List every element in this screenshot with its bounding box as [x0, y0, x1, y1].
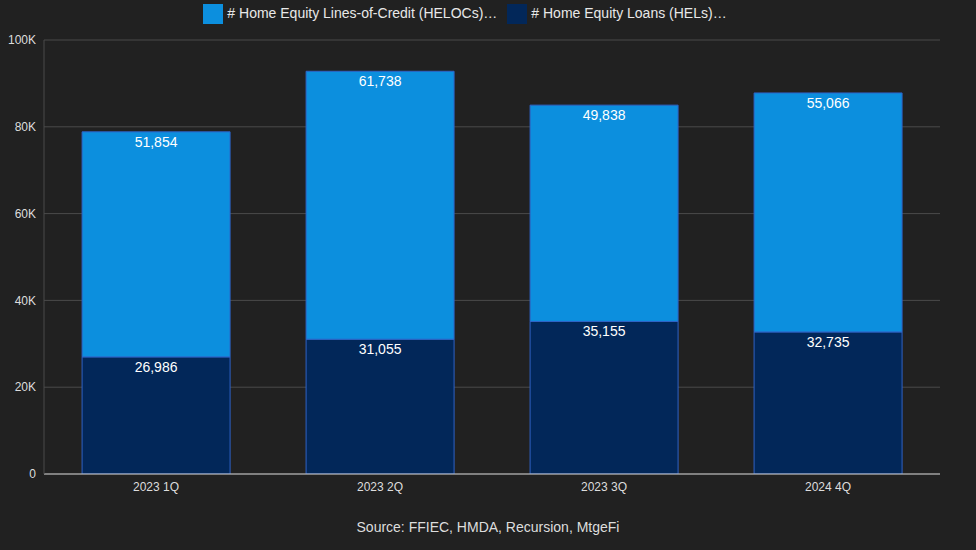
svg-text:0: 0: [29, 467, 36, 481]
svg-text:2023 1Q: 2023 1Q: [133, 480, 179, 494]
svg-text:32,735: 32,735: [807, 334, 850, 350]
svg-text:60K: 60K: [15, 207, 36, 221]
html-text:# Home Equity Lines-of-Credit: # Home Equity Lines-of-Credit (HELOCs)…: [227, 4, 498, 21]
svg-text:61,738: 61,738: [359, 73, 402, 89]
svg-text:55,066: 55,066: [807, 95, 850, 111]
svg-text:40K: 40K: [15, 294, 36, 308]
svg-text:35,155: 35,155: [583, 323, 626, 339]
svg-text:26,986: 26,986: [135, 359, 178, 375]
svg-text:2023 2Q: 2023 2Q: [357, 480, 403, 494]
svg-text:100K: 100K: [8, 33, 36, 47]
svg-text:20K: 20K: [15, 380, 36, 394]
svg-text:49,838: 49,838: [583, 107, 626, 123]
svg-text:2023 3Q: 2023 3Q: [581, 480, 627, 494]
svg-text:80K: 80K: [15, 120, 36, 134]
svg-text:51,854: 51,854: [135, 134, 178, 150]
html-text:Source: FFIEC, HMDA, Recursion: Source: FFIEC, HMDA, Recursion, MtgeFi: [356, 519, 620, 535]
svg-text:2024 4Q: 2024 4Q: [805, 480, 851, 494]
svg-text:31,055: 31,055: [359, 341, 402, 357]
html-text:# Home Equity Loans (HELs)…: # Home Equity Loans (HELs)…: [531, 4, 727, 21]
